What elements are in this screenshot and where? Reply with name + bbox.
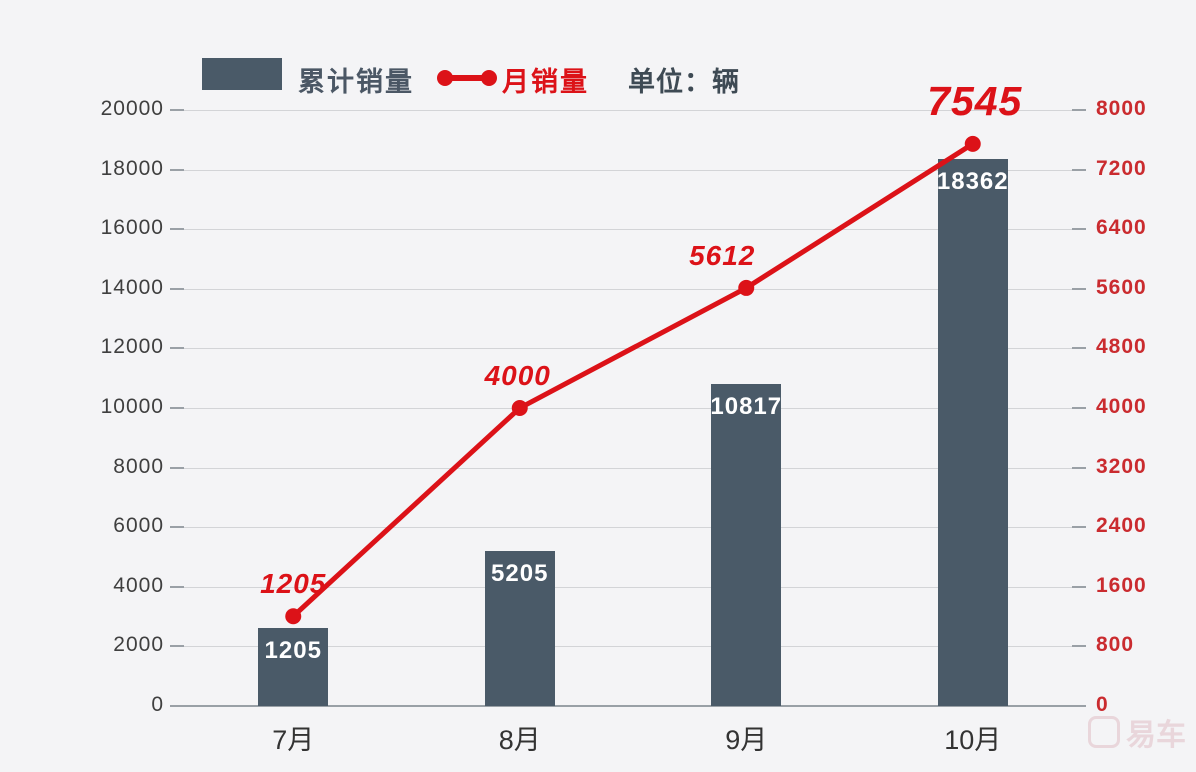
left-axis-label-8000: 8000 — [113, 454, 164, 478]
left-tick-2000 — [170, 645, 184, 648]
gridline-20000 — [180, 110, 1086, 111]
left-tick-16000 — [170, 228, 184, 231]
legend-line-label: 月销量 — [502, 67, 589, 97]
left-tick-12000 — [170, 347, 184, 350]
x-axis-label-8月: 8月 — [498, 725, 541, 755]
right-axis-label-1600: 1600 — [1096, 573, 1147, 597]
left-axis-label-20000: 20000 — [100, 97, 164, 120]
right-axis-label-800: 800 — [1096, 633, 1135, 657]
watermark: 易车 — [1088, 710, 1186, 754]
bar-value-9月: 10817 — [710, 393, 783, 420]
right-tick-8000 — [1072, 109, 1086, 111]
right-tick-7200 — [1072, 168, 1086, 171]
right-axis-label-0: 0 — [1096, 693, 1109, 716]
left-axis-label-18000: 18000 — [100, 156, 164, 180]
right-axis-label-3200: 3200 — [1096, 454, 1147, 478]
watermark-logo-icon — [1088, 716, 1120, 748]
left-tick-0 — [170, 705, 184, 707]
line-value-9月: 5612 — [689, 239, 756, 271]
left-axis-label-10000: 10000 — [100, 395, 164, 418]
watermark-text: 易车 — [1126, 719, 1186, 752]
right-axis-label-7200: 7200 — [1096, 156, 1147, 180]
left-axis-label-0: 0 — [151, 693, 164, 716]
left-tick-10000 — [170, 407, 184, 409]
right-tick-5600 — [1072, 287, 1086, 290]
x-axis-line — [180, 705, 1086, 707]
bar-value-8月: 5205 — [491, 560, 549, 587]
right-axis-label-8000: 8000 — [1096, 97, 1147, 120]
bar-10月 — [937, 159, 1008, 706]
right-axis-label-5600: 5600 — [1096, 275, 1147, 299]
bar-7月 — [258, 628, 329, 706]
right-tick-2400 — [1072, 526, 1086, 529]
legend-bar-swatch — [202, 58, 282, 90]
bar-value-10月: 18362 — [936, 168, 1009, 195]
right-tick-0 — [1072, 705, 1086, 707]
left-tick-18000 — [170, 168, 184, 171]
right-tick-1600 — [1072, 585, 1086, 588]
left-axis-label-16000: 16000 — [100, 216, 164, 240]
left-tick-20000 — [170, 109, 184, 111]
bar-9月 — [711, 384, 782, 706]
legend-line-icon — [437, 70, 497, 86]
right-axis-label-4800: 4800 — [1096, 335, 1147, 359]
left-tick-14000 — [170, 287, 184, 290]
left-axis-label-12000: 12000 — [100, 335, 164, 359]
line-point-7月 — [285, 608, 302, 625]
right-axis-label-6400: 6400 — [1096, 216, 1147, 240]
unit-label: 单位：辆 — [628, 67, 740, 97]
right-axis-label-2400: 2400 — [1096, 514, 1147, 538]
right-axis-label-4000: 4000 — [1096, 395, 1147, 418]
left-tick-6000 — [170, 526, 184, 529]
x-axis-label-10月: 10月 — [944, 725, 1002, 755]
line-value-7月: 1205 — [260, 568, 327, 600]
line-value-8月: 4000 — [484, 360, 551, 391]
right-tick-4000 — [1072, 407, 1086, 409]
left-axis-label-14000: 14000 — [100, 275, 164, 299]
left-axis-label-2000: 2000 — [113, 633, 164, 657]
x-axis-label-9月: 9月 — [725, 725, 768, 755]
left-tick-8000 — [170, 466, 184, 469]
bar-value-7月: 1205 — [264, 637, 322, 664]
right-tick-6400 — [1072, 228, 1086, 231]
line-point-10月 — [964, 135, 981, 152]
right-tick-800 — [1072, 645, 1086, 648]
line-value-10月: 7545 — [927, 77, 1023, 124]
left-tick-4000 — [170, 585, 184, 588]
right-tick-3200 — [1072, 466, 1086, 469]
left-axis-label-6000: 6000 — [113, 514, 164, 538]
gridline-2000 — [180, 646, 1086, 648]
left-axis-label-4000: 4000 — [113, 573, 164, 597]
legend-bar-label: 累计销量 — [298, 67, 414, 97]
x-axis-label-7月: 7月 — [272, 725, 315, 755]
right-tick-4800 — [1072, 347, 1086, 350]
